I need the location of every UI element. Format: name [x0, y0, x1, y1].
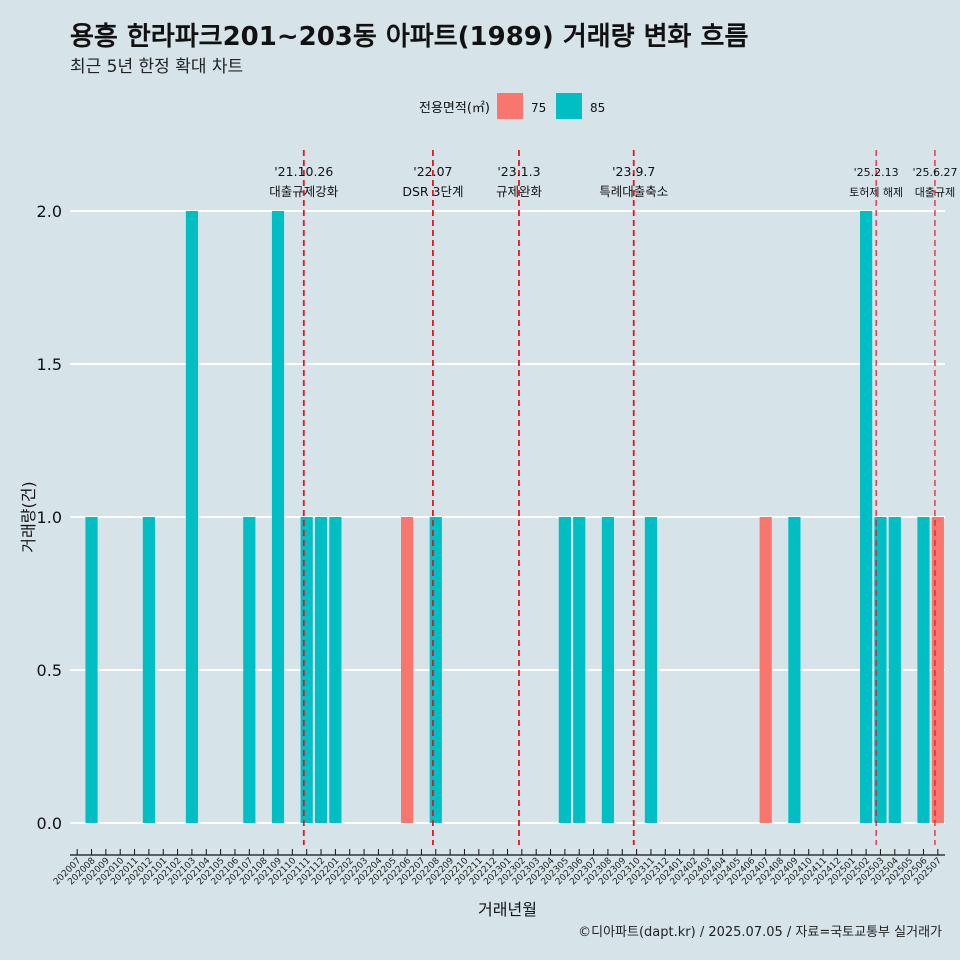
bar-202409-85 — [788, 517, 801, 823]
axis-layer: 0.00.51.01.52.02020072020082020092020102… — [19, 202, 945, 919]
bar-202502-85 — [860, 211, 873, 823]
event-date-label: '23.1.3 — [497, 164, 540, 179]
event-name-label: 대출규제강화 — [269, 184, 339, 199]
y-tick-label: 1.0 — [37, 508, 62, 527]
legend-swatch-75 — [497, 93, 523, 119]
event-name-label: DSR 3단계 — [402, 184, 463, 199]
bar-202208-85 — [429, 517, 442, 823]
chart-subtitle: 최근 5년 한정 확대 차트 — [70, 57, 244, 77]
bar-202112-85 — [314, 517, 328, 823]
y-tick-label: 0.5 — [37, 661, 62, 680]
bar-202111-85 — [300, 517, 313, 823]
bar-202305-85 — [558, 517, 571, 823]
bar-202109-85 — [271, 211, 285, 823]
bar-202407-75 — [759, 517, 772, 823]
legend: 전용면적(㎡) 75 85 — [419, 93, 605, 119]
bar-202201-85 — [329, 517, 342, 823]
bar-202311-85 — [644, 517, 658, 823]
bar-202206-75 — [400, 517, 414, 823]
event-name-label: 특례대출축소 — [599, 184, 668, 199]
bars-layer — [85, 211, 944, 823]
x-axis-title: 거래년월 — [478, 900, 537, 919]
legend-label-75: 75 — [531, 101, 546, 115]
bar-202507-75 — [931, 517, 944, 823]
bar-202504-85 — [888, 517, 901, 823]
bar-202306-85 — [573, 517, 586, 823]
legend-swatch-85 — [556, 93, 582, 119]
event-lines-layer: '21.10.26 대출규제강화 '22.07 DSR 3단계 '23.1.3 규제완화 '… — [269, 150, 957, 845]
legend-label-85: 85 — [590, 101, 605, 115]
event-name-label: 토허제 해제 — [849, 185, 903, 199]
event-date-label: '23.9.7 — [612, 164, 655, 179]
event-name-label: 규제완화 — [496, 184, 543, 199]
event-name-label: 대출규제 — [915, 186, 955, 199]
event-date-label: '25.2.13 — [854, 166, 899, 179]
event-date-label: '25.6.27 — [912, 166, 957, 179]
y-tick-label: 1.5 — [37, 355, 62, 374]
bar-202008-85 — [85, 517, 98, 823]
bar-202506-85 — [917, 517, 930, 823]
bar-202107-85 — [243, 517, 256, 823]
bar-202503-85 — [874, 517, 887, 823]
grid-layer — [70, 210, 945, 824]
y-tick-label: 2.0 — [37, 202, 62, 221]
legend-title: 전용면적(㎡) — [419, 101, 490, 116]
event-date-label: '22.07 — [413, 164, 452, 179]
bar-202103-85 — [185, 211, 199, 823]
y-tick-label: 0.0 — [37, 814, 62, 833]
bar-202012-85 — [142, 517, 155, 823]
bar-202308-85 — [601, 517, 615, 823]
y-axis-title: 거래량(건) — [19, 481, 38, 552]
source-credit: ©디아파트(dapt.kr) / 2025.07.05 / 자료=국토교통부 실… — [578, 925, 942, 940]
event-date-label: '21.10.26 — [274, 164, 333, 179]
chart-title: 용흥 한라파크201~203동 아파트(1989) 거래량 변화 흐름 — [70, 22, 749, 52]
